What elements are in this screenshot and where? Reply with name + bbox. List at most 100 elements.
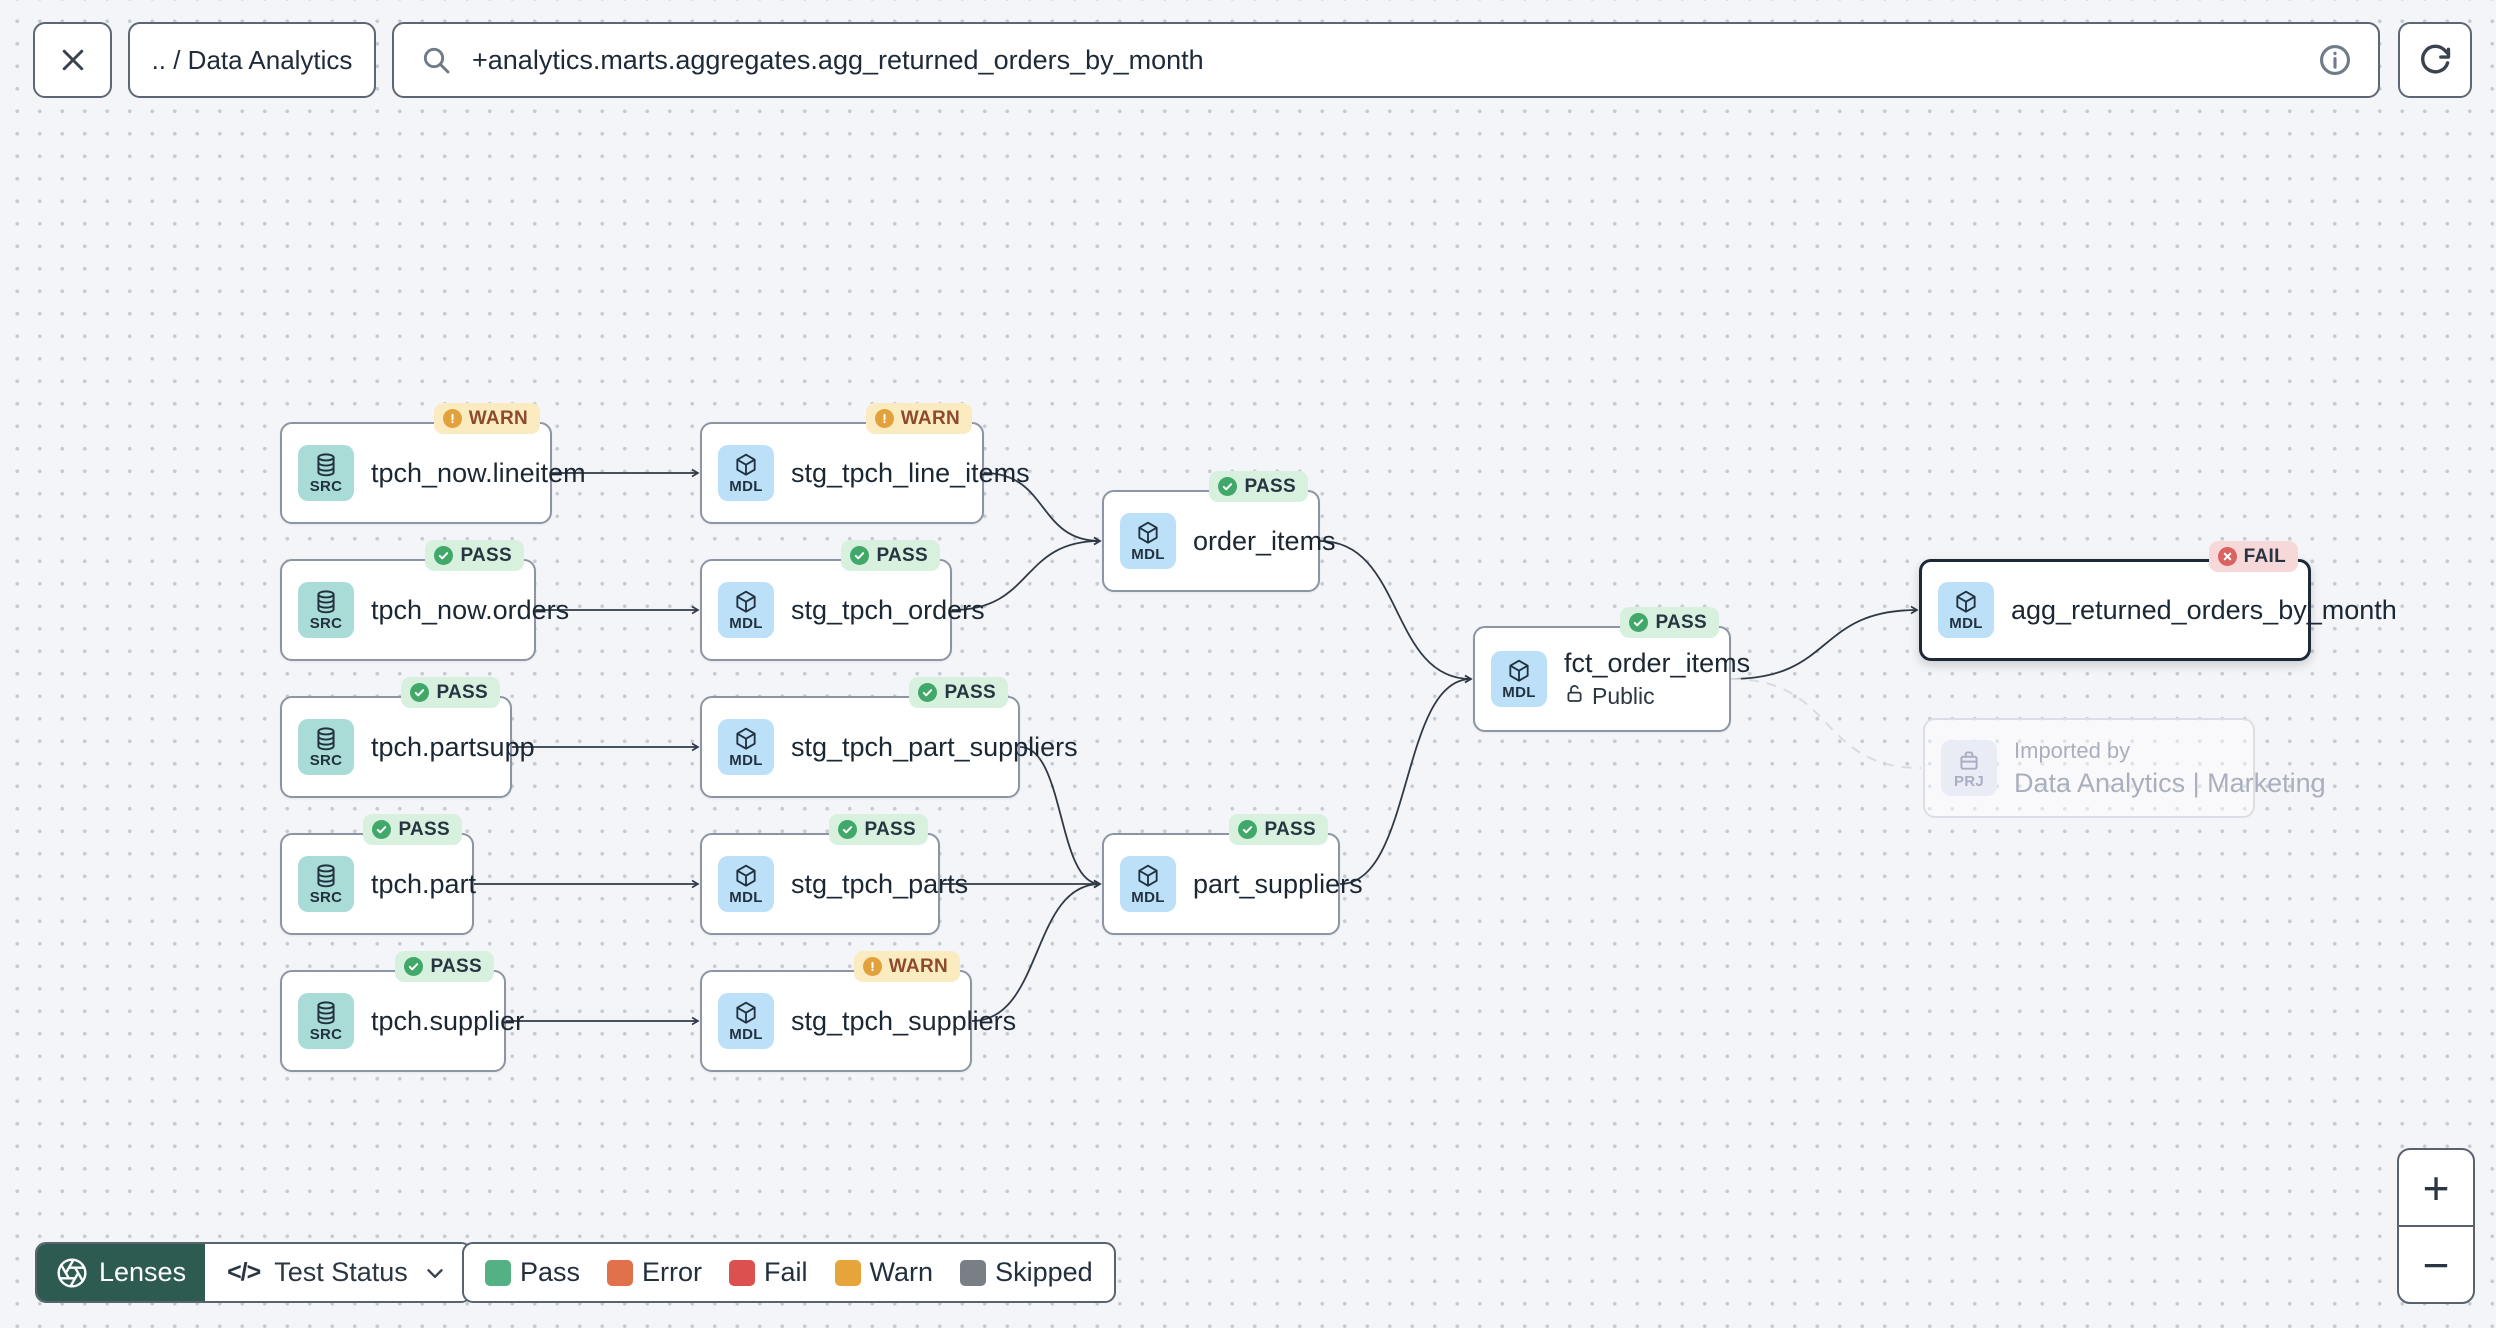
node-tpch_partsupp[interactable]: PASS SRC tpch.partsupp: [280, 677, 535, 798]
legend-item-skipped: Skipped: [960, 1257, 1093, 1288]
node-tpch_part[interactable]: PASS SRC tpch.part: [280, 814, 476, 935]
node-imported_by[interactable]: PRJ Imported by Data Analytics | Marketing: [1923, 718, 2326, 818]
node-text: fct_order_items Public: [1564, 648, 1750, 710]
node-text: tpch.supplier: [371, 1006, 524, 1037]
node-access-row: Public: [1564, 683, 1750, 710]
status-dot-icon: [850, 546, 870, 565]
project-icon: PRJ: [1941, 740, 1997, 796]
database-icon: SRC: [298, 445, 354, 501]
node-label: agg_returned_orders_by_month: [2011, 594, 2397, 625]
lenses-button[interactable]: Lenses: [37, 1244, 206, 1301]
node-text: stg_tpch_orders: [791, 595, 985, 626]
node-kind-label: MDL: [1502, 684, 1536, 701]
info-icon[interactable]: [2318, 43, 2352, 77]
edge-stg_tpch_orders-to-order_items: [951, 536, 1102, 611]
node-order_items[interactable]: PASS MDL order_items: [1102, 471, 1336, 592]
status-badge-pass: PASS: [909, 677, 1008, 708]
status-badge-label: PASS: [398, 819, 450, 840]
edge-stg_tpch_line_items-to-order_items: [983, 472, 1102, 546]
cube-icon: MDL: [718, 993, 774, 1049]
breadcrumb-label: .. / Data Analytics: [151, 44, 353, 75]
edge-order_items-to-fct_order_items: [1319, 540, 1473, 684]
legend-label: Fail: [764, 1257, 808, 1287]
node-kind-label: MDL: [729, 478, 763, 495]
status-badge-pass: PASS: [829, 814, 928, 845]
status-badge-label: PASS: [1244, 476, 1296, 497]
search-input[interactable]: [470, 43, 2300, 77]
status-badge-label: FAIL: [2243, 546, 2286, 567]
status-dot-icon: [862, 957, 882, 976]
legend-label: Error: [642, 1257, 703, 1287]
node-kind-label: SRC: [309, 889, 343, 906]
status-badge-label: WARN: [900, 408, 960, 429]
status-badge-warn: WARN: [865, 403, 972, 434]
aperture-icon: [57, 1257, 87, 1288]
node-tpch_supplier[interactable]: PASS SRC tpch.supplier: [280, 951, 524, 1072]
lenses-control: Lenses </> Test Status: [35, 1242, 472, 1303]
node-fct_order_items[interactable]: PASS MDL fct_order_items Public: [1473, 607, 1750, 732]
chevron-down-icon: [427, 1268, 443, 1278]
node-agg_returned_orders_by_month[interactable]: FAIL MDL agg_returned_orders_by_month: [1919, 541, 2397, 661]
node-label: order_items: [1193, 525, 1336, 556]
node-stg_tpch_suppliers[interactable]: WARN MDL stg_tpch_suppliers: [700, 951, 1016, 1072]
search-bar[interactable]: [392, 22, 2380, 98]
node-text: tpch.part: [371, 869, 476, 900]
status-dot-icon: [1218, 477, 1238, 496]
node-label: stg_tpch_part_suppliers: [791, 731, 1078, 762]
status-badge-label: WARN: [888, 956, 948, 977]
cube-icon: MDL: [718, 719, 774, 775]
cube-icon: MDL: [1120, 856, 1176, 912]
node-text: stg_tpch_parts: [791, 869, 968, 900]
legend-item-warn: Warn: [834, 1257, 933, 1288]
node-text: agg_returned_orders_by_month: [2011, 595, 2397, 626]
status-dot-icon: [372, 820, 392, 839]
node-stg_tpch_line_items[interactable]: WARN MDL stg_tpch_line_items: [700, 403, 1030, 524]
cube-icon: MDL: [718, 582, 774, 638]
cube-icon: MDL: [1938, 582, 1994, 638]
code-icon: </>: [227, 1258, 261, 1286]
status-legend: Pass Error Fail Warn Skipped: [462, 1242, 1116, 1303]
status-dot-icon: [434, 546, 454, 565]
node-kind-label: SRC: [309, 752, 343, 769]
legend-item-error: Error: [607, 1257, 702, 1288]
status-badge-label: PASS: [436, 682, 488, 703]
close-icon: [62, 49, 83, 71]
zoom-out-button[interactable]: −: [2399, 1225, 2473, 1302]
node-part_suppliers[interactable]: PASS MDL part_suppliers: [1102, 814, 1363, 935]
node-kind-label: MDL: [729, 615, 763, 632]
status-badge-pass: PASS: [1620, 607, 1719, 638]
node-stg_tpch_orders[interactable]: PASS MDL stg_tpch_orders: [700, 540, 985, 661]
node-text: tpch.partsupp: [371, 732, 535, 763]
node-kind-label: MDL: [1131, 546, 1165, 563]
node-text: Imported by Data Analytics | Marketing: [2014, 738, 2326, 799]
node-tpch_now_lineitem[interactable]: WARN SRC tpch_now.lineitem: [280, 403, 586, 524]
access-label: Public: [1592, 683, 1655, 709]
status-dot-icon: [442, 409, 462, 428]
status-dot-icon: [1238, 820, 1258, 839]
breadcrumb[interactable]: .. / Data Analytics: [128, 22, 376, 98]
status-dot-icon: [2217, 547, 2237, 566]
node-tpch_now_orders[interactable]: PASS SRC tpch_now.orders: [280, 540, 569, 661]
legend-swatch: [485, 1259, 511, 1286]
status-badge-pass: PASS: [841, 540, 940, 571]
zoom-in-button[interactable]: +: [2399, 1150, 2473, 1225]
status-badge-label: PASS: [864, 819, 916, 840]
lens-selector[interactable]: </> Test Status: [205, 1244, 470, 1301]
status-badge-label: WARN: [468, 408, 528, 429]
node-stg_tpch_part_suppliers[interactable]: PASS MDL stg_tpch_part_suppliers: [700, 677, 1078, 798]
database-icon: SRC: [298, 993, 354, 1049]
close-button[interactable]: [33, 22, 112, 98]
status-dot-icon: [1629, 613, 1649, 632]
node-stg_tpch_parts[interactable]: PASS MDL stg_tpch_parts: [700, 814, 968, 935]
node-kind-label: SRC: [309, 1026, 343, 1043]
refresh-icon: [2421, 44, 2451, 74]
legend-swatch: [960, 1259, 987, 1286]
lens-selected-label: Test Status: [274, 1257, 408, 1287]
node-label: tpch_now.orders: [371, 594, 570, 625]
refresh-button[interactable]: [2398, 22, 2472, 98]
status-badge-label: PASS: [876, 545, 928, 566]
edge-fct_order_items-to-agg_returned_orders_by_month: [1730, 605, 1919, 680]
node-label: tpch_now.lineitem: [371, 457, 586, 488]
